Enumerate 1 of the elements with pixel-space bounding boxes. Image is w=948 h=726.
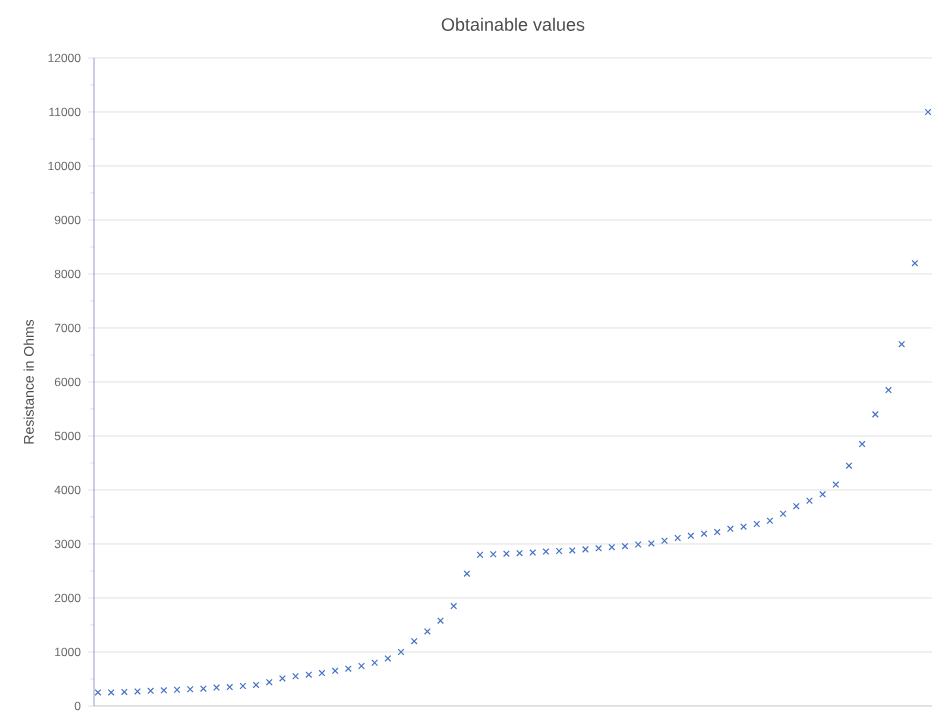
chart-title: Obtainable values — [441, 17, 585, 31]
